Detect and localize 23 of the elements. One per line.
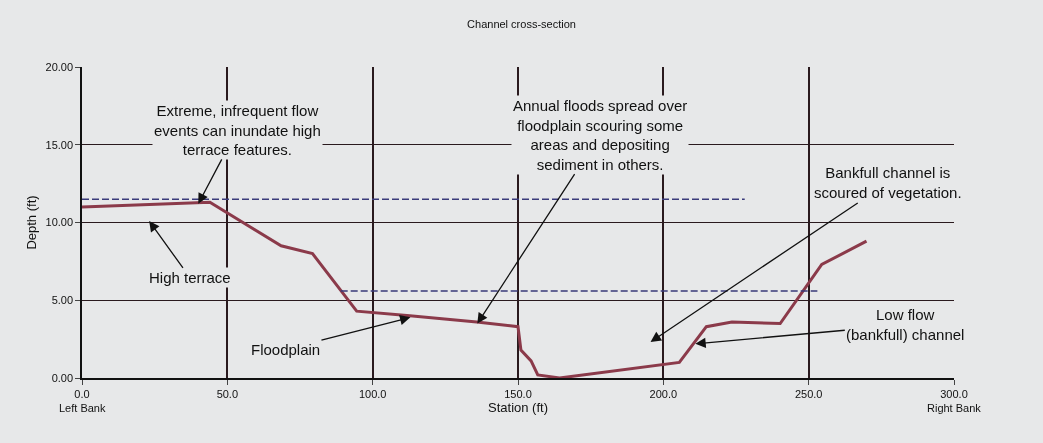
chart-title: Channel cross-section (467, 17, 576, 30)
y-axis-title: Depth (ft) (23, 195, 39, 250)
x-tick-label: 150.0 (504, 387, 532, 400)
x-tick-label: 250.0 (794, 387, 823, 400)
x-tick-label: 200.0 (649, 387, 678, 400)
y-tick-label: 0.00 (51, 371, 74, 384)
x-axis-title: Station (ft) (488, 400, 548, 416)
annotation: Extreme, infrequent flow events can inundate high terrace features. (154, 102, 321, 158)
y-tick-label: 10.00 (45, 216, 74, 229)
annotation: Annual floods spread over floodplain scouring some areas and depositing sediment in others. (513, 97, 688, 173)
text: Left Bank (59, 402, 106, 414)
x-tick-label: 100.0 (358, 387, 387, 400)
x-tick-label: 300.0 (940, 387, 968, 400)
x-tick-label: 50.0 (216, 387, 239, 400)
annotation: Bankfull channel is scoured of vegetation. (814, 164, 962, 201)
y-tick-label: 20.00 (45, 60, 74, 73)
text: Right Bank (927, 402, 982, 414)
y-tick-label: 15.00 (45, 138, 74, 151)
x-tick-label: 0.0 (74, 387, 90, 400)
annotation: Floodplain (251, 341, 321, 358)
annotation: High terrace (149, 269, 231, 286)
annotation: Low flow (bankfull) channel (846, 306, 965, 343)
y-tick-label: 5.00 (51, 294, 74, 307)
